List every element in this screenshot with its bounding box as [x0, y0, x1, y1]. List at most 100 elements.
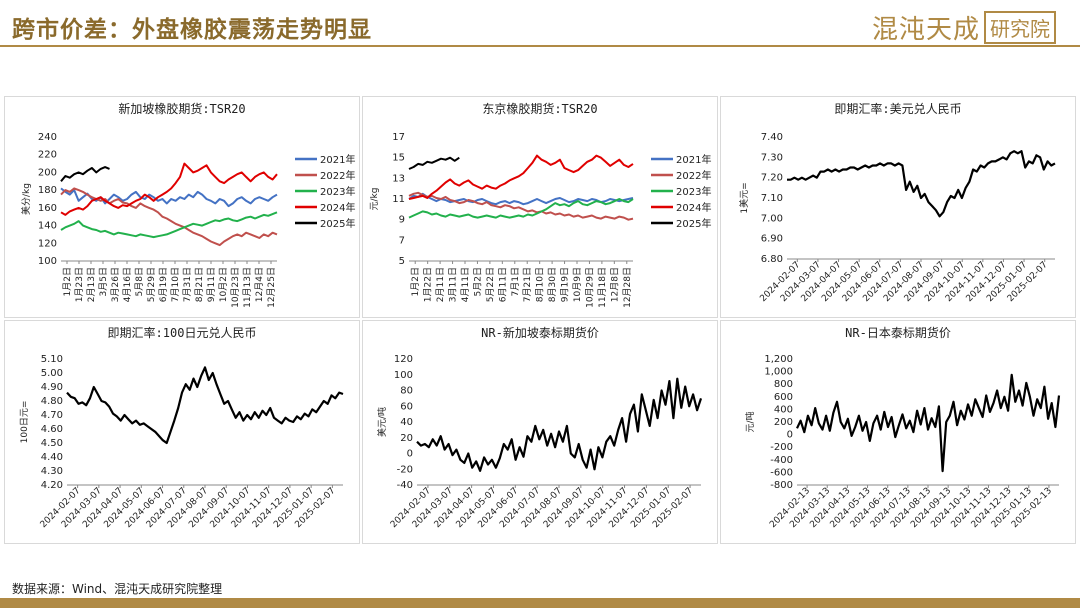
x-tick-label: 1月23日 [74, 267, 85, 302]
chart-title: 新加坡橡胶期货:TSR20 [118, 101, 245, 116]
legend-entry: 2023年 [676, 185, 711, 198]
y-axis-label: 元/吨 [744, 411, 756, 432]
x-tick-label: 1月2日 [410, 267, 421, 296]
x-tick-label: 1月22日 [423, 267, 434, 302]
series-line-1 [416, 377, 703, 472]
x-tick-label: 8月21日 [194, 267, 205, 302]
x-tick-label: 10月9日 [572, 267, 583, 302]
legend-entry: 2021年 [676, 153, 711, 166]
y-tick-label: 400 [774, 404, 793, 415]
logo-text: 混沌天成 [871, 15, 980, 45]
chart-panel-nrjp: NR-日本泰标期货价 -800 -600 -400 -200 0 200 400 600 800 1… [720, 320, 1076, 544]
series-line-1 [66, 366, 344, 445]
y-tick-label: 5.00 [41, 368, 63, 379]
x-tick-label: 11月18日 [597, 267, 608, 308]
x-tick-label: 8月30日 [547, 267, 558, 302]
y-tick-label: 6.90 [761, 234, 783, 245]
chart-title: NR-日本泰标期货价 [845, 325, 951, 340]
chart-panel-sg: 新加坡橡胶期货:TSR20 100 120 140 160 180 200 220 240 美分/… [4, 96, 360, 318]
chart-nrsg: NR-新加坡泰标期货价-40-20020406080100120美元/吨2024… [376, 325, 703, 530]
x-tick-label: 7月1日 [510, 267, 521, 296]
y-tick-label: 120 [394, 354, 413, 365]
chart-nrjp: NR-日本泰标期货价-800-600-400-20002004006008001… [744, 325, 1061, 530]
y-tick-label: 5 [399, 256, 405, 267]
x-tick-label: 7月21日 [522, 267, 533, 302]
y-tick-label: 140 [38, 221, 57, 232]
y-tick-label: 800 [774, 379, 793, 390]
x-tick-label: 5月22日 [485, 267, 496, 302]
chart-title: 东京橡胶期货:TSR20 [482, 101, 597, 116]
legend-entry: 2022年 [320, 169, 355, 182]
y-axis-label: 100日元= [19, 401, 30, 444]
legend-entry: 2023年 [320, 185, 355, 198]
y-tick-label: 5.10 [41, 354, 63, 365]
y-tick-label: 240 [38, 132, 57, 143]
y-tick-label: 7.10 [761, 193, 783, 204]
page-title: 跨市价差：外盘橡胶震荡走势明显 [12, 17, 372, 43]
series-line-4 [60, 162, 278, 216]
header-divider [0, 45, 1080, 47]
y-axis-label: 元/kg [370, 188, 380, 211]
y-tick-label: 7 [399, 235, 405, 246]
data-source: 数据来源：Wind、混沌天成研究院整理 [12, 582, 223, 596]
y-tick-label: 220 [38, 150, 57, 161]
x-tick-label: 6月11日 [497, 267, 508, 302]
y-tick-label: 120 [38, 238, 57, 249]
y-tick-label: -40 [397, 480, 413, 491]
y-tick-label: -800 [770, 480, 793, 491]
y-tick-label: 4.60 [41, 424, 63, 435]
y-tick-label: 80 [400, 386, 413, 397]
x-tick-label: 1月2日 [62, 267, 73, 296]
y-tick-label: 15 [392, 153, 405, 164]
y-tick-label: 100 [394, 370, 413, 381]
y-tick-label: 7.00 [761, 213, 783, 224]
chart-panel-jp: 东京橡胶期货:TSR20 5 7 9 11 13 15 17 元/kg 1月2日 1月22日 2月11… [362, 96, 718, 318]
series-line-3 [408, 198, 634, 219]
y-tick-label: 600 [774, 392, 793, 403]
series-line-2 [60, 187, 278, 247]
x-tick-label: 3月26日 [110, 267, 121, 302]
y-tick-label: 100 [38, 256, 57, 267]
y-tick-label: 4.90 [41, 382, 63, 393]
x-tick-label: 10月23日 [230, 267, 241, 308]
chart-title: 即期汇率:美元兑人民币 [834, 101, 961, 116]
x-tick-label: 9月19日 [560, 267, 571, 302]
y-tick-label: 0 [407, 449, 413, 460]
y-axis-label: 美元/吨 [376, 407, 388, 437]
x-tick-label: 5月2日 [472, 267, 483, 296]
y-tick-label: -200 [770, 442, 793, 453]
y-tick-label: 4.40 [41, 452, 63, 463]
x-tick-label: 2月13日 [86, 267, 97, 302]
legend-entry: 2022年 [676, 169, 711, 182]
series-line-1 [796, 373, 1061, 473]
y-tick-label: 4.20 [41, 480, 63, 491]
y-tick-label: 7.30 [761, 152, 783, 163]
y-tick-label: 11 [392, 194, 405, 205]
x-tick-label: 12月4日 [254, 267, 265, 302]
footer-bar [0, 598, 1080, 608]
x-tick-label: 12月25日 [266, 267, 277, 308]
legend-entry: 2025年 [676, 217, 711, 230]
x-tick-label: 8月10日 [535, 267, 546, 302]
y-tick-label: 4.50 [41, 438, 63, 449]
y-tick-label: 4.70 [41, 410, 63, 421]
y-tick-label: 160 [38, 203, 57, 214]
y-tick-label: 7.20 [761, 173, 783, 184]
x-tick-label: 2月11日 [435, 267, 446, 302]
x-tick-label: 5月8日 [134, 267, 145, 296]
y-axis-label: 美分/kg [20, 183, 32, 215]
x-tick-label: 3月11日 [448, 267, 459, 302]
y-tick-label: 4.80 [41, 396, 63, 407]
chart-panel-nrsg: NR-新加坡泰标期货价 -40 -20 0 20 40 60 80 100 120 美元/吨 2024… [362, 320, 718, 544]
series-line-3 [60, 211, 278, 239]
y-tick-label: 1,000 [764, 367, 793, 378]
legend-entry: 2025年 [320, 217, 355, 230]
y-tick-label: 0 [787, 430, 793, 441]
y-tick-label: 60 [400, 401, 413, 412]
x-tick-label: 5月29日 [146, 267, 157, 302]
chart-sg: 新加坡橡胶期货:TSR20 100 120 140 160 180 200 220 240 美分/… [20, 101, 355, 308]
series-line-1 [408, 192, 634, 206]
y-tick-label: 13 [392, 173, 405, 184]
chart-title: 即期汇率:100日元兑人民币 [108, 325, 257, 340]
y-axis-label: 1美元= [738, 182, 750, 213]
